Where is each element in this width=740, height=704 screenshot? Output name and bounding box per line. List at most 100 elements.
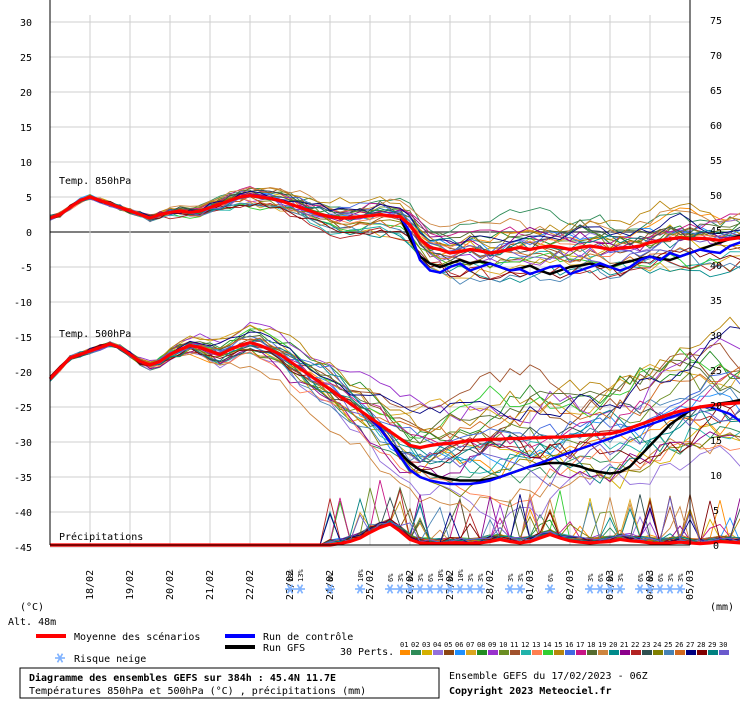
left-tick-10: -20 xyxy=(14,368,32,379)
snow-flake-9 xyxy=(435,584,445,594)
snow-flake-4-core xyxy=(388,587,392,591)
pert-legend-label-18: 18 xyxy=(587,641,595,649)
right-tick-11: 20 xyxy=(710,401,722,412)
snow-flake-13-core xyxy=(478,587,482,591)
pert-legend-label-02: 02 xyxy=(411,641,419,649)
snow-pct-1: 13% xyxy=(297,569,305,582)
pert-legend-swatch-16 xyxy=(565,650,575,655)
right-unit-label: (mm) xyxy=(710,602,734,613)
pert-legend-label-01: 01 xyxy=(400,641,408,649)
right-tick-5: 50 xyxy=(710,191,722,202)
snow-flake-22-core xyxy=(648,587,652,591)
pert-legend-label-11: 11 xyxy=(510,641,518,649)
left-unit-label: (°C) xyxy=(20,602,44,613)
pert-legend-label-26: 26 xyxy=(675,641,683,649)
snow-flake-1 xyxy=(295,584,305,594)
x-tick-8: 26/02 xyxy=(405,570,416,600)
pert-11-t850 xyxy=(49,187,740,263)
label-precip: Précipitations xyxy=(59,531,143,543)
pert-26-t850 xyxy=(49,195,740,265)
right-tick-2: 65 xyxy=(710,86,722,97)
pert-09-t500 xyxy=(49,321,740,424)
x-tick-0: 18/02 xyxy=(85,570,96,600)
snow-pct-17: 3% xyxy=(587,573,595,582)
legend-mean-label: Moyenne des scénarios xyxy=(74,631,200,643)
pert-18-precip xyxy=(50,486,740,546)
right-tick-14: 5 xyxy=(713,506,719,517)
chart-title: Diagramme des ensembles GEFS sur 384h : … xyxy=(29,672,336,684)
pert-legend-swatch-22 xyxy=(631,650,641,655)
snow-flake-15-core xyxy=(518,587,522,591)
right-tick-9: 30 xyxy=(710,331,722,342)
left-tick-13: -35 xyxy=(14,473,32,484)
pert-legend-swatch-09 xyxy=(488,650,498,655)
pert-08-t500 xyxy=(49,329,740,442)
pert-30-t500 xyxy=(49,340,740,487)
right-tick-6: 45 xyxy=(710,226,722,237)
snow-flake-17 xyxy=(585,584,595,594)
snow-flake-24-core xyxy=(668,587,672,591)
x-tick-7: 25/02 xyxy=(365,570,376,600)
snow-flake-2-core xyxy=(328,587,332,591)
left-tick-15: -45 xyxy=(14,543,32,554)
snow-pct-3: 10% xyxy=(357,569,365,582)
snow-flake-19 xyxy=(605,584,615,594)
snow-pct-16: 6% xyxy=(547,573,555,582)
right-tick-7: 40 xyxy=(710,261,722,272)
pert-04-t500 xyxy=(49,341,740,525)
legend-gfs-label: Run GFS xyxy=(263,643,305,654)
pert-legend-label-09: 09 xyxy=(488,641,496,649)
snow-pct-19: 3% xyxy=(607,573,615,582)
snow-flake-1-core xyxy=(298,587,302,591)
x-tick-6: 24/02 xyxy=(325,570,336,600)
pert-legend-swatch-01 xyxy=(400,650,410,655)
snow-flake-24 xyxy=(665,584,675,594)
snow-pct-2: 6% xyxy=(327,573,335,582)
snow-pct-4: 6% xyxy=(387,573,395,582)
legend-snow-flake-core xyxy=(58,656,62,660)
snow-flake-19-core xyxy=(608,587,612,591)
snow-flake-22 xyxy=(645,584,655,594)
pert-legend-label-17: 17 xyxy=(576,641,584,649)
pert-26-t500 xyxy=(49,337,740,440)
left-tick-2: 20 xyxy=(20,88,32,99)
legend-snow-label: Risque neige xyxy=(74,654,146,665)
perturbation-legend: 01 02 03 04 05 06 07 08 09 10 11 12 13 14 15 16 17 18 19 20… xyxy=(400,641,729,655)
x-tick-14: 04/03 xyxy=(645,570,656,600)
snow-pct-20: 3% xyxy=(617,573,625,582)
label-t850: Temp. 850hPa xyxy=(59,176,131,187)
right-tick-0: 75 xyxy=(710,16,722,27)
snow-pct-8: 6% xyxy=(427,573,435,582)
snow-pct-5: 3% xyxy=(397,573,405,582)
pert-legend-label-13: 13 xyxy=(532,641,540,649)
snow-flake-8 xyxy=(425,584,435,594)
pert-legend-swatch-28 xyxy=(697,650,707,655)
snow-flake-0 xyxy=(285,584,295,594)
snow-flake-13 xyxy=(475,584,485,594)
snow-flake-7 xyxy=(415,584,425,594)
pert-27-t850 xyxy=(49,190,740,247)
x-tick-4: 22/02 xyxy=(245,570,256,600)
x-tick-12: 02/03 xyxy=(565,570,576,600)
snow-flake-3 xyxy=(355,584,365,594)
altitude-label: Alt. 48m xyxy=(8,617,56,628)
pert-17-t500 xyxy=(49,342,740,449)
snow-flake-23 xyxy=(655,584,665,594)
left-tick-11: -25 xyxy=(14,403,32,414)
pert-legend-label-16: 16 xyxy=(565,641,573,649)
snow-flake-25 xyxy=(675,584,685,594)
snow-markers: 13% 13% 6% 10% 6% 3% 3% 3% 6% 10% 3% 10% 3% 3% 3% 3% 6% 3… xyxy=(285,569,685,594)
left-tick-8: -10 xyxy=(14,298,32,309)
snow-flake-0-core xyxy=(288,587,292,591)
snow-flake-5 xyxy=(395,584,405,594)
pert-legend-label-25: 25 xyxy=(664,641,672,649)
snow-flake-20-core xyxy=(618,587,622,591)
pert-19-t850 xyxy=(49,187,740,238)
snow-flake-4 xyxy=(385,584,395,594)
run-info: Ensemble GEFS du 17/02/2023 - 06Z xyxy=(449,671,648,682)
snow-flake-6-core xyxy=(408,587,412,591)
pert-legend-swatch-02 xyxy=(411,650,421,655)
pert-legend-label-29: 29 xyxy=(708,641,716,649)
